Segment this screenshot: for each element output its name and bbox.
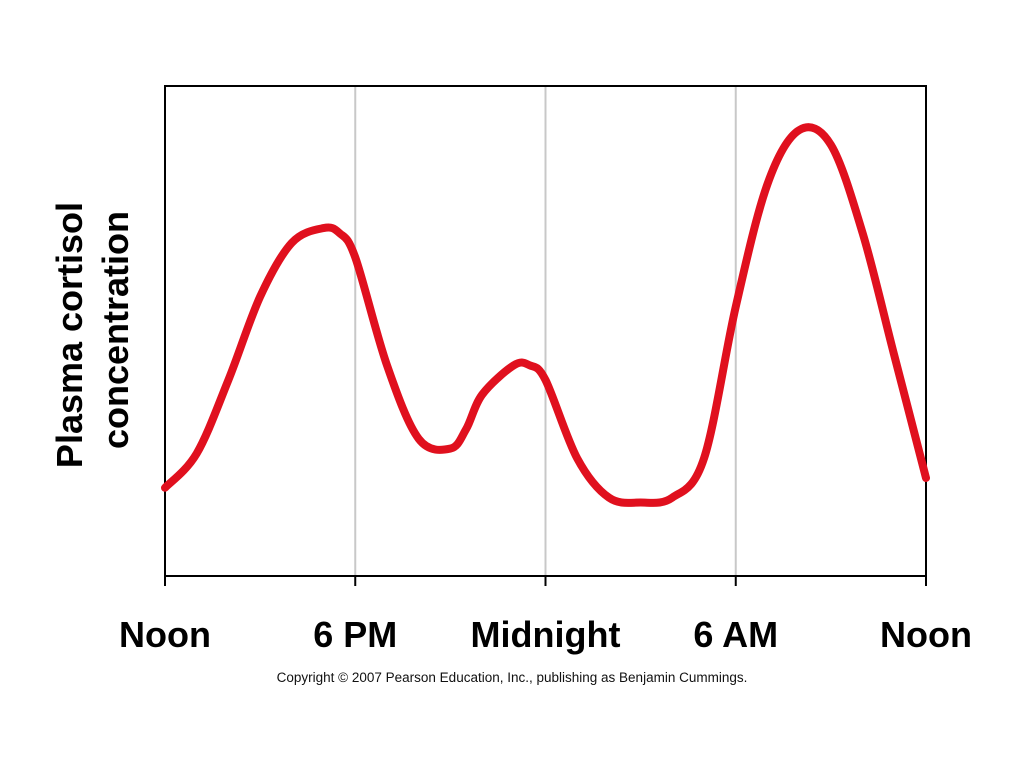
y-axis-label-line-1: Plasma cortisol (49, 202, 90, 468)
y-axis-label-line-2: concentration (95, 211, 136, 449)
x-tick-label: 6 AM (693, 614, 778, 655)
copyright-text: Copyright © 2007 Pearson Education, Inc.… (276, 670, 748, 685)
series-line-cortisol (161, 123, 930, 507)
x-tick-label: Midnight (471, 614, 621, 655)
x-tick-label: 6 PM (313, 614, 397, 655)
gridlines (354, 86, 737, 576)
x-tick-label: Noon (880, 614, 972, 655)
x-tick-label: Noon (119, 614, 211, 655)
y-axis-label: Plasma cortisol concentration (49, 192, 136, 468)
x-tick-labels: Noon 6 PM Midnight 6 AM Noon (119, 614, 972, 655)
x-ticks (164, 576, 927, 586)
